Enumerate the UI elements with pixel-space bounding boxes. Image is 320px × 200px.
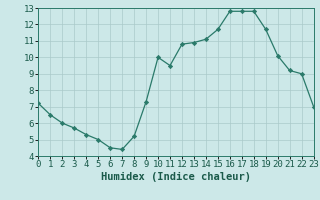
X-axis label: Humidex (Indice chaleur): Humidex (Indice chaleur) [101,172,251,182]
